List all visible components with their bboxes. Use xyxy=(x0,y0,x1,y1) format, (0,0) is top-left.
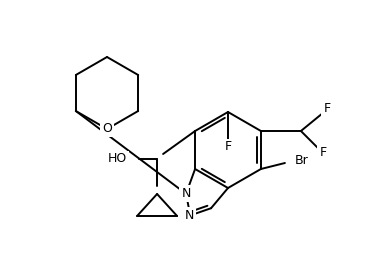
Text: F: F xyxy=(323,103,330,115)
Text: O: O xyxy=(102,123,112,135)
Text: F: F xyxy=(224,140,231,154)
Text: N: N xyxy=(181,187,191,200)
Text: Br: Br xyxy=(295,154,309,168)
Text: N: N xyxy=(185,209,194,222)
Text: HO: HO xyxy=(108,153,127,165)
Text: F: F xyxy=(319,146,326,159)
